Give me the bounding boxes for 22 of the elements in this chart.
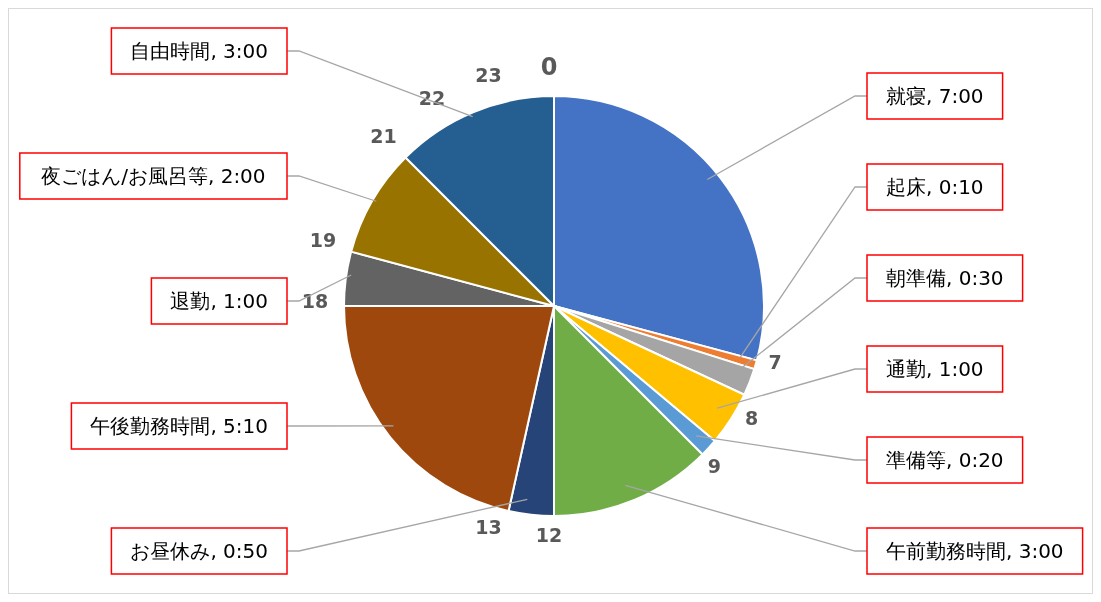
text: 18 bbox=[301, 290, 329, 312]
slice-label: 午前勤務時間, 3:00 bbox=[885, 539, 1064, 563]
slice-label: 退勤, 1:00 bbox=[170, 289, 269, 313]
slice-label: 準備等, 0:20 bbox=[885, 448, 1004, 472]
slice-label: 通勤, 1:00 bbox=[885, 357, 984, 381]
slice-label: 自由時間, 3:00 bbox=[130, 39, 269, 63]
text: 9 bbox=[707, 455, 722, 478]
text: 7 bbox=[768, 350, 782, 373]
text: 12 bbox=[535, 524, 563, 546]
text: 13 bbox=[475, 516, 502, 539]
text: 19 bbox=[309, 229, 337, 252]
text: 22 bbox=[418, 87, 446, 110]
slice-label: お昼休み, 0:50 bbox=[130, 539, 269, 563]
slice-label: 夜ごはん/お風呂等, 2:00 bbox=[41, 164, 266, 188]
text: 0 bbox=[540, 53, 558, 81]
slice-label: 起床, 0:10 bbox=[885, 175, 984, 199]
slice-label: 午後勤務時間, 5:10 bbox=[90, 414, 269, 438]
slice-label: 就寝, 7:00 bbox=[885, 84, 984, 108]
text: 23 bbox=[475, 63, 502, 86]
slice-label: 朝準備, 0:30 bbox=[885, 266, 1004, 290]
text: 21 bbox=[370, 124, 397, 147]
text: 8 bbox=[745, 407, 759, 429]
